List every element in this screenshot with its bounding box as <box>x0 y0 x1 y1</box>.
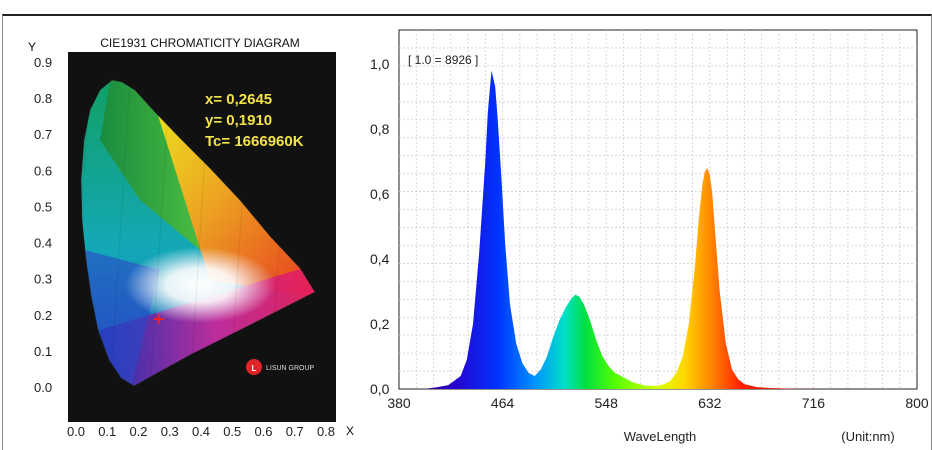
spectrum-x-tick-label: 464 <box>491 395 515 411</box>
chromaticity-point-marker <box>153 314 164 325</box>
spectrum-y-tick-label: 0,0 <box>370 381 390 397</box>
cie-x-tick-label: 0.0 <box>67 424 85 439</box>
spectrum-x-tick-label: 716 <box>802 395 826 411</box>
cie-x-axis-label: X <box>346 424 354 438</box>
spectrum-y-tick-label: 0,2 <box>370 316 390 332</box>
spectrum-area <box>399 70 917 389</box>
cie-y-tick-label: 0.6 <box>34 163 52 178</box>
cie-x-tick-label: 0.7 <box>286 424 304 439</box>
svg-text:L: L <box>252 364 257 373</box>
spectrum-x-tick-label: 632 <box>698 395 722 411</box>
spectrum-unit-label: (Unit:nm) <box>841 429 894 444</box>
cie-x-tick-label: 0.5 <box>223 424 241 439</box>
cie-y-tick-label: 0.9 <box>34 55 52 70</box>
readout-x: x= 0,2645 <box>205 91 272 108</box>
cie-x-tick-label: 0.4 <box>192 424 210 439</box>
spectrum-x-tick-label: 380 <box>387 395 411 411</box>
cie-y-tick-label: 0.2 <box>34 308 52 323</box>
cie-y-tick-label: 0.5 <box>34 199 52 214</box>
cie-y-tick-label: 0.7 <box>34 127 52 142</box>
cie-x-tick-label: 0.6 <box>254 424 272 439</box>
cie-y-tick-label: 0.0 <box>34 380 52 395</box>
spectrum-x-axis-label: WaveLength <box>624 429 697 444</box>
lisun-logo: L LISUN GROUP <box>246 359 315 375</box>
svg-text:LISUN GROUP: LISUN GROUP <box>266 365 315 372</box>
spectrum-y-tick-label: 0,4 <box>370 251 390 267</box>
cie-y-tick-label: 0.3 <box>34 272 52 287</box>
spectrum-x-tick-label: 800 <box>905 395 929 411</box>
spectrum-x-tick-label: 548 <box>595 395 619 411</box>
cie-y-tick-label: 0.8 <box>34 91 52 106</box>
cie-y-tick-label: 0.1 <box>34 344 52 359</box>
spectrum-y-tick-label: 0,6 <box>370 186 390 202</box>
readout-y: y= 0,1910 <box>205 112 272 129</box>
spectrum-y-tick-label: 1,0 <box>370 56 390 72</box>
cie-x-tick-label: 0.1 <box>98 424 116 439</box>
readout-tc: Tc= 1666960K <box>205 133 304 150</box>
cie-title: CIE1931 CHROMATICITY DIAGRAM <box>100 36 300 50</box>
cie-y-axis-label: Y <box>28 40 36 54</box>
cie-x-tick-label: 0.8 <box>317 424 335 439</box>
cie-y-tick-label: 0.4 <box>34 236 52 251</box>
spectrum-y-tick-label: 0,8 <box>370 121 390 137</box>
scale-annotation: [ 1.0 = 8926 ] <box>408 53 478 67</box>
cie-x-tick-label: 0.2 <box>129 424 147 439</box>
cie-x-tick-label: 0.3 <box>161 424 179 439</box>
